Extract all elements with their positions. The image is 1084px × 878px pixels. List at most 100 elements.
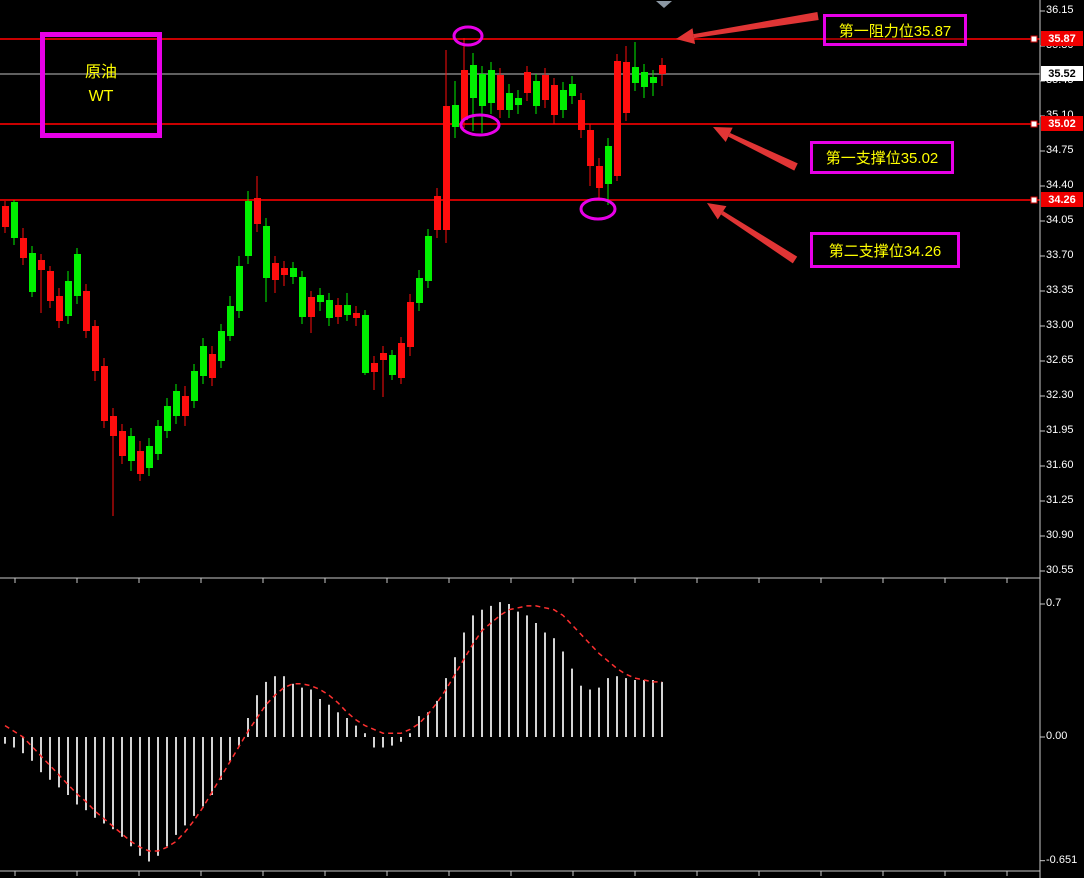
triangle-marker-icon[interactable]: [656, 1, 672, 8]
candle-body: [452, 105, 459, 127]
candle-body: [290, 268, 297, 277]
candle-body: [11, 202, 18, 238]
candle-body: [164, 406, 171, 431]
candle-body: [470, 65, 477, 98]
price-badge-35.87: 35.87: [1041, 31, 1083, 46]
candle-body: [407, 302, 414, 347]
annotation-arrow-shaft-1[interactable]: [693, 12, 819, 39]
candle-body: [227, 306, 234, 336]
axis-tick-label: -0.651: [1046, 853, 1078, 866]
candle-body: [380, 353, 387, 360]
candle-body: [623, 62, 630, 113]
candle-body: [92, 326, 99, 371]
candle-body: [308, 297, 315, 317]
price-axis[interactable]: 36.1535.8035.4535.1034.7534.4034.0533.70…: [1040, 0, 1084, 878]
candle-body: [74, 254, 81, 296]
candle-body: [416, 278, 423, 303]
candle-body: [29, 253, 36, 292]
candle-body: [218, 331, 225, 361]
candle-body: [578, 100, 585, 130]
candle-body: [317, 295, 324, 302]
candle-body: [56, 296, 63, 321]
candle-body: [605, 146, 612, 184]
candle-body: [173, 391, 180, 416]
candle-body: [659, 65, 666, 74]
support2-label: 第二支撑位34.26: [828, 242, 942, 260]
annotation-arrow-head-2[interactable]: [713, 127, 733, 143]
candle-body: [236, 266, 243, 311]
support1-label-box[interactable]: 第一支撑位35.02: [810, 141, 954, 174]
candle-body: [263, 226, 270, 278]
candle-body: [83, 291, 90, 331]
candle-body: [362, 315, 369, 373]
candle-body: [335, 305, 342, 317]
candle-body: [641, 72, 648, 87]
axis-tick-label: 31.95: [1046, 424, 1074, 436]
axis-tick-label: 30.55: [1046, 564, 1074, 576]
highlight-ellipse-3[interactable]: [579, 197, 617, 221]
candle-body: [650, 77, 657, 83]
candle-body: [497, 75, 504, 110]
candle-body: [2, 206, 9, 227]
axis-tick-label: 32.65: [1046, 354, 1074, 366]
candle-body: [371, 363, 378, 372]
candle-body: [506, 93, 513, 110]
candle-body: [47, 271, 54, 301]
axis-tick-label: 33.35: [1046, 284, 1074, 296]
annotation-arrow-head-1[interactable]: [676, 28, 696, 45]
highlight-ellipse-2[interactable]: [459, 113, 501, 137]
candle-body: [191, 371, 198, 401]
candle-body: [128, 436, 135, 461]
candle-body: [569, 84, 576, 96]
candle-body: [632, 67, 639, 83]
price-badge-35.52: 35.52: [1041, 66, 1083, 81]
candle-body: [146, 446, 153, 468]
candle-body: [434, 196, 441, 230]
annotation-arrow-shaft-2[interactable]: [728, 133, 798, 171]
price-badge-34.26: 34.26: [1041, 192, 1083, 207]
annotation-arrow-head-3[interactable]: [707, 203, 727, 220]
symbol-name: 原油: [84, 64, 117, 81]
support2-label-box[interactable]: 第二支撑位34.26: [810, 232, 960, 268]
hline-anchor-support-1[interactable]: [1030, 120, 1038, 128]
axis-tick-label: 31.25: [1046, 494, 1074, 506]
candle-body: [245, 201, 252, 256]
price-badge-35.02: 35.02: [1041, 116, 1083, 131]
resistance1-label: 第一阻力位35.87: [838, 22, 952, 40]
symbol-label-box[interactable]: 原油 WT: [40, 32, 162, 138]
candle-body: [200, 346, 207, 376]
candle-body: [326, 300, 333, 318]
candle-body: [209, 354, 216, 378]
candle-body: [20, 238, 27, 258]
candle-body: [533, 81, 540, 106]
candle-body: [515, 98, 522, 105]
candle-body: [299, 277, 306, 317]
resistance1-label-box[interactable]: 第一阻力位35.87: [823, 14, 967, 46]
hline-anchor-support-2[interactable]: [1030, 196, 1038, 204]
axis-tick-label: 34.75: [1046, 144, 1074, 156]
candle-body: [398, 343, 405, 378]
candle-body: [425, 236, 432, 281]
candle-body: [542, 75, 549, 100]
candle-body: [479, 74, 486, 106]
axis-tick-label: 0.7: [1046, 597, 1062, 609]
candle-body: [560, 90, 567, 110]
candle-body: [389, 355, 396, 375]
highlight-ellipse-1[interactable]: [452, 25, 484, 47]
candle-body: [182, 396, 189, 416]
candle-body: [155, 426, 162, 454]
annotation-arrow-shaft-3[interactable]: [721, 211, 798, 264]
hline-anchor-resistance-1[interactable]: [1030, 35, 1038, 43]
axis-tick-label: 33.70: [1046, 249, 1074, 261]
axis-tick-label: 0.00: [1046, 730, 1068, 742]
candle-body: [587, 130, 594, 166]
candle-body: [110, 416, 117, 436]
axis-tick-label: 32.30: [1046, 389, 1074, 401]
candle-body: [344, 305, 351, 315]
candle-body: [101, 366, 108, 421]
axis-tick-label: 34.40: [1046, 179, 1074, 191]
axis-tick-label: 36.15: [1046, 4, 1074, 16]
candle-body: [254, 198, 261, 224]
